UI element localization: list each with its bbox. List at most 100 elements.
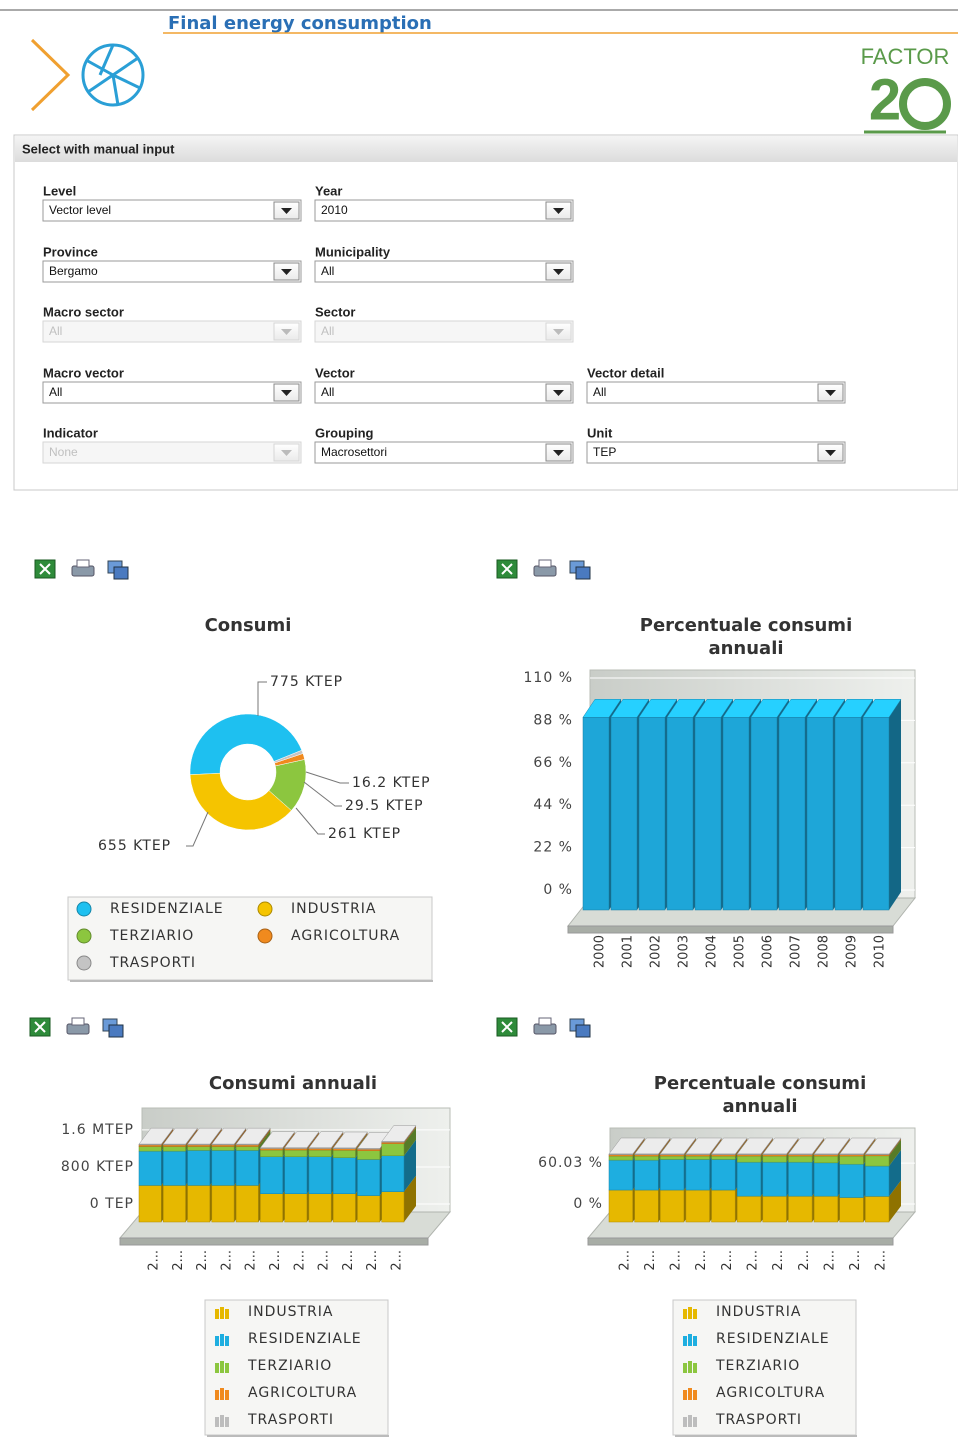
bar [788, 1155, 813, 1163]
select-arrow[interactable] [553, 208, 564, 214]
page-title: Final energy consumption [168, 13, 432, 34]
leader-line [303, 781, 342, 807]
select-value[interactable]: TEP [593, 445, 616, 459]
select-value[interactable]: Vector level [49, 203, 111, 217]
select-box[interactable] [314, 199, 574, 222]
legend-swatch [693, 1363, 697, 1373]
select[interactable]: 2010 [314, 199, 574, 222]
select-arrow[interactable] [281, 208, 292, 214]
x-tick-label: 2001 [621, 935, 636, 968]
print-icon-paper [538, 559, 552, 568]
x-tick-label: 2... [147, 1250, 162, 1271]
legend-swatch [693, 1309, 697, 1319]
legend-swatch [215, 1363, 219, 1373]
legend-swatch [215, 1336, 219, 1346]
select-value[interactable]: All [321, 385, 334, 399]
bar-side [889, 699, 901, 910]
select-arrow[interactable] [825, 450, 836, 456]
bar [736, 1155, 762, 1163]
bar [634, 1153, 659, 1155]
excel-icon-mark [501, 563, 513, 575]
bar-side [355, 1132, 368, 1151]
select[interactable]: All [42, 381, 302, 404]
bar [736, 1161, 762, 1197]
bar [260, 1193, 283, 1223]
select-box [42, 441, 302, 464]
bar [332, 1193, 356, 1223]
bar-side [306, 1132, 319, 1151]
x-tick-label: 2... [195, 1250, 210, 1271]
chart-title: Consumi [204, 615, 292, 636]
legend-swatch [225, 1309, 229, 1319]
bar-side [837, 1138, 850, 1157]
select[interactable]: TEP [586, 441, 846, 464]
export-icon-front [108, 1024, 124, 1038]
bar [284, 1193, 308, 1223]
bar [839, 1155, 864, 1165]
select-value[interactable]: Macrosettori [321, 445, 387, 459]
select-arrow[interactable] [281, 269, 292, 275]
bar [332, 1157, 356, 1194]
field-label: Grouping [315, 425, 374, 440]
x-tick-label: 2... [292, 1250, 307, 1271]
select-arrow[interactable] [553, 390, 564, 396]
select-box[interactable] [586, 381, 846, 404]
select-box[interactable] [42, 199, 302, 222]
data-label: 775 KTEP [270, 674, 343, 690]
bar [778, 717, 806, 911]
chart-title-box: Consumi [204, 615, 292, 636]
select-arrow[interactable] [553, 269, 564, 275]
select[interactable]: Macrosettori [314, 441, 574, 464]
bar-side [683, 1138, 696, 1157]
bar [660, 1155, 685, 1160]
legend-swatch [220, 1388, 224, 1400]
select[interactable]: Vector level [42, 199, 302, 222]
select-box[interactable] [42, 381, 302, 404]
legend-swatch [76, 928, 92, 944]
bar [357, 1148, 380, 1150]
bar [834, 717, 862, 911]
chart-title: Percentuale consumi annuali [639, 615, 853, 659]
select-box[interactable] [314, 260, 574, 283]
select-box[interactable] [314, 441, 574, 464]
y-tick-label: 0 TEP [90, 1196, 134, 1212]
select-value[interactable]: Bergamo [49, 264, 98, 278]
select-box[interactable] [586, 441, 846, 464]
select-arrow[interactable] [281, 390, 292, 396]
select-arrow[interactable] [553, 450, 564, 456]
bar [711, 1189, 736, 1223]
form-panel [13, 134, 958, 491]
legend-label: TRASPORTI [109, 955, 196, 971]
legend-label: RESIDENZIALE [248, 1331, 362, 1347]
legend-swatch [215, 1390, 219, 1400]
bar [138, 1185, 162, 1223]
bar [308, 1149, 332, 1157]
x-tick-label: 2... [694, 1250, 709, 1271]
select[interactable]: All [586, 381, 846, 404]
bar [660, 1153, 685, 1155]
select-value[interactable]: All [49, 385, 62, 399]
bar [211, 1185, 235, 1223]
y-tick-label: 60.03 % [538, 1155, 603, 1171]
bar [711, 1153, 736, 1155]
field-label: Vector detail [587, 365, 664, 380]
export-icon-front [575, 566, 591, 580]
y-tick-label: 66 % [533, 755, 573, 771]
select-box[interactable] [314, 381, 574, 404]
select[interactable]: All [314, 381, 574, 404]
select-box[interactable] [42, 260, 302, 283]
data-label: 29.5 KTEP [345, 798, 424, 814]
select-value[interactable]: All [593, 385, 606, 399]
bar [685, 1153, 710, 1155]
bar-side [331, 1132, 344, 1151]
select-value[interactable]: 2010 [321, 203, 348, 217]
select[interactable]: Bergamo [42, 260, 302, 283]
select[interactable]: All [314, 260, 574, 283]
bar [582, 717, 610, 911]
bar [660, 1159, 685, 1191]
select: All [42, 320, 302, 343]
legend-label: TERZIARIO [109, 928, 194, 944]
select-arrow[interactable] [825, 390, 836, 396]
legend-swatch [688, 1415, 692, 1427]
select-value[interactable]: All [321, 264, 334, 278]
